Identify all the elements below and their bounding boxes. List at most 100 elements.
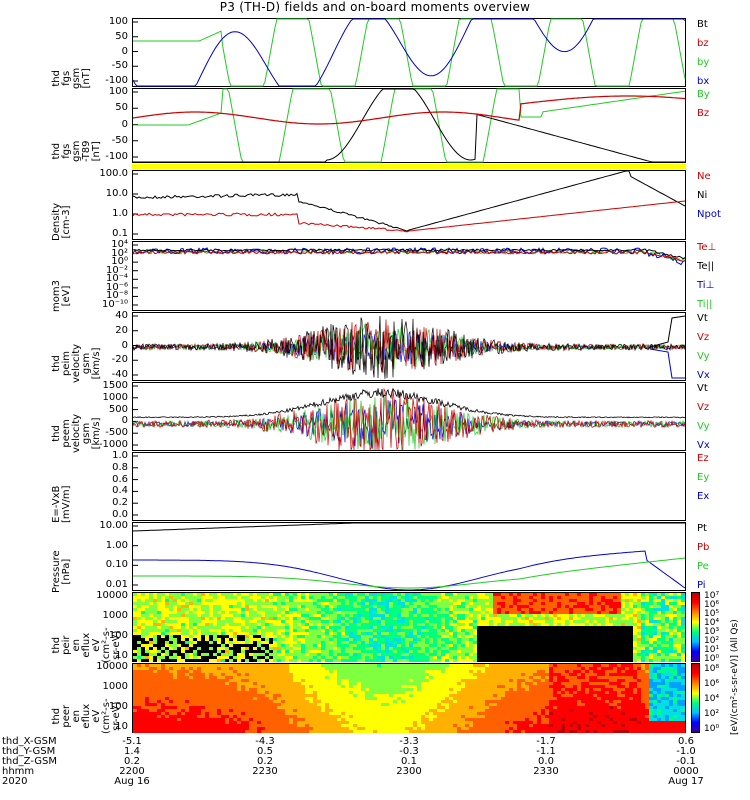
spectrogram-cell	[617, 629, 621, 632]
spectrogram-cell	[329, 688, 333, 691]
spectrogram-cell	[173, 727, 177, 730]
spectrogram-cell	[361, 673, 365, 676]
spectrogram-cell	[393, 623, 397, 626]
spectrogram-cell	[333, 700, 337, 703]
spectrogram-cell	[377, 602, 381, 605]
spectrogram-cell	[429, 635, 433, 638]
spectrogram-cell	[341, 709, 345, 712]
spectrogram-cell	[333, 626, 337, 629]
spectrogram-cell	[437, 647, 441, 650]
spectrogram-cell	[337, 596, 341, 599]
spectrogram-cell	[353, 709, 357, 712]
spectrogram-cell	[257, 709, 261, 712]
spectrogram-cell	[665, 605, 669, 608]
spectrogram-cell	[561, 620, 565, 623]
spectrogram-cell	[153, 638, 157, 641]
spectrogram-cell	[445, 638, 449, 641]
spectrogram-cell	[261, 656, 265, 659]
spectrogram-cell	[273, 647, 277, 650]
spectrogram-cell	[413, 614, 417, 617]
spectrogram-cell	[137, 611, 141, 614]
spectrogram-cell	[273, 715, 277, 718]
spectrogram-cell	[585, 614, 589, 617]
spectrogram-cell	[189, 620, 193, 623]
spectrogram-cell	[149, 635, 153, 638]
spectrogram-cell	[165, 596, 169, 599]
spectrogram-cell	[593, 632, 597, 635]
spectrogram-cell	[417, 697, 421, 700]
spectrogram-cell	[381, 647, 385, 650]
spectrogram-cell	[353, 715, 357, 718]
spectrogram-cell	[173, 611, 177, 614]
spectrogram-cell	[381, 727, 385, 730]
spectrogram-cell	[337, 727, 341, 730]
spectrogram-cell	[353, 629, 357, 632]
spectrogram-cell	[249, 694, 253, 697]
spectrogram-cell	[633, 632, 637, 635]
spectrogram-cell	[173, 694, 177, 697]
spectrogram-cell	[149, 650, 153, 653]
spectrogram-cell	[173, 676, 177, 679]
spectrogram-cell	[617, 596, 621, 599]
spectrogram-cell	[397, 635, 401, 638]
spectrogram-cell	[241, 638, 245, 641]
spectrogram-cell	[277, 724, 281, 727]
spectrogram-cell	[369, 659, 373, 662]
spectrogram-cell	[193, 647, 197, 650]
spectrogram-cell	[325, 688, 329, 691]
spectrogram-cell	[153, 647, 157, 650]
spectrogram-cell	[165, 623, 169, 626]
spectrogram-cell	[425, 709, 429, 712]
spectrogram-cell	[297, 605, 301, 608]
spectrogram-cell	[277, 676, 281, 679]
spectrogram-cell	[333, 593, 337, 596]
spectrogram-cell	[473, 599, 477, 602]
spectrogram-cell	[197, 641, 201, 644]
spectrogram-cell	[185, 673, 189, 676]
spectrogram-cell	[649, 599, 653, 602]
spectrogram-cell	[141, 670, 145, 673]
spectrogram-cell	[521, 608, 525, 611]
colorbar-ion	[691, 592, 700, 662]
spectrogram-cell	[201, 730, 205, 733]
spectrogram-cell	[153, 611, 157, 614]
spectrogram-cell	[257, 673, 261, 676]
spectrogram-cell	[409, 688, 413, 691]
spectrogram-cell	[217, 599, 221, 602]
spectrogram-cell	[357, 620, 361, 623]
spectrogram-cell	[333, 632, 337, 635]
spectrogram-cell	[177, 718, 181, 721]
spectrogram-cell	[133, 667, 137, 670]
spectrogram-cell	[245, 712, 249, 715]
spectrogram-cell	[213, 632, 217, 635]
spectrogram-cell	[173, 664, 177, 667]
spectrogram-cell	[589, 632, 593, 635]
spectrogram-cell	[185, 656, 189, 659]
spectrogram-cell	[149, 706, 153, 709]
spectrogram-cell	[321, 709, 325, 712]
spectrogram-cell	[369, 688, 373, 691]
spectrogram-cell	[341, 659, 345, 662]
spectrogram-cell	[633, 647, 637, 650]
spectrogram-cell	[209, 599, 213, 602]
spectrogram-cell	[141, 653, 145, 656]
spectrogram-cell	[225, 664, 229, 667]
spectrogram-cell	[241, 682, 245, 685]
spectrogram-cell	[301, 653, 305, 656]
spectrogram-cell	[365, 644, 369, 647]
spectrogram-cell	[421, 670, 425, 673]
spectrogram-cell	[217, 703, 221, 706]
colorbar-label: 10⁰	[704, 654, 720, 664]
spectrogram-cell	[169, 673, 173, 676]
spectrogram-cell	[153, 718, 157, 721]
spectrogram-cell	[181, 721, 185, 724]
spectrogram-cell	[185, 697, 189, 700]
spectrogram-cell	[293, 679, 297, 682]
spectrogram-cell	[509, 626, 513, 629]
spectrogram-cell	[605, 599, 609, 602]
spectrogram-cell	[453, 611, 457, 614]
spectrogram-cell	[137, 593, 141, 596]
spectrogram-cell	[169, 730, 173, 733]
spectrogram-cell	[401, 599, 405, 602]
spectrogram-cell	[209, 593, 213, 596]
